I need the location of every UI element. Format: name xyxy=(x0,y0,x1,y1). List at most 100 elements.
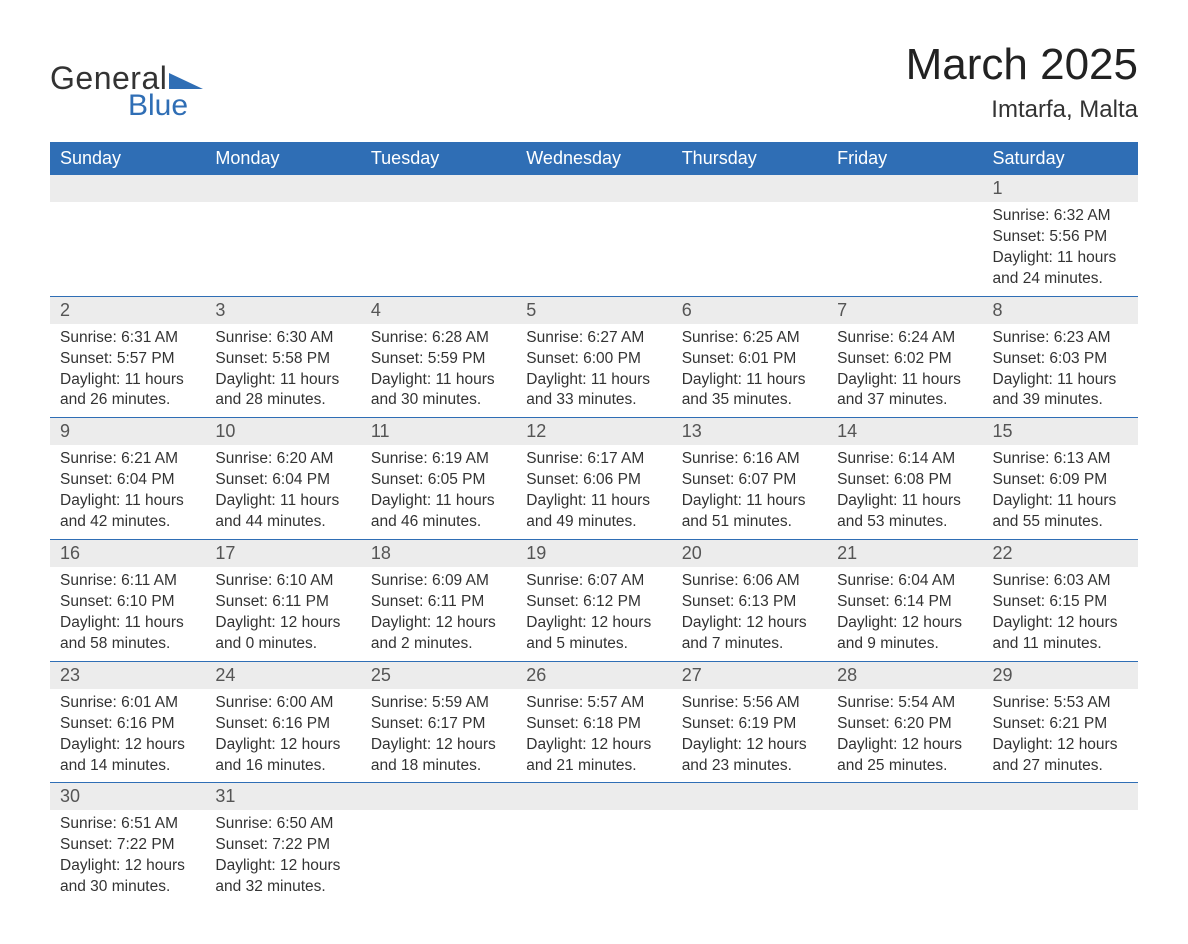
day-number xyxy=(50,175,205,202)
day-line-d1: Daylight: 11 hours xyxy=(60,613,195,634)
day-line-sr: Sunrise: 6:32 AM xyxy=(993,206,1128,227)
day-line-ss: Sunset: 6:11 PM xyxy=(371,592,506,613)
calendar-cell: 30Sunrise: 6:51 AMSunset: 7:22 PMDayligh… xyxy=(50,783,205,904)
day-line-d2: and 26 minutes. xyxy=(60,390,195,411)
day-line-d2: and 30 minutes. xyxy=(60,877,195,898)
calendar-cell xyxy=(361,783,516,904)
day-line-ss: Sunset: 5:57 PM xyxy=(60,349,195,370)
day-line-d2: and 39 minutes. xyxy=(993,390,1128,411)
day-line-d1: Daylight: 11 hours xyxy=(682,370,817,391)
day-number: 31 xyxy=(205,783,360,810)
day-line-d1: Daylight: 12 hours xyxy=(993,613,1128,634)
day-details: Sunrise: 6:27 AMSunset: 6:00 PMDaylight:… xyxy=(516,324,671,418)
day-line-d2: and 2 minutes. xyxy=(371,634,506,655)
calendar-cell: 17Sunrise: 6:10 AMSunset: 6:11 PMDayligh… xyxy=(205,540,360,662)
day-line-d1: Daylight: 12 hours xyxy=(682,613,817,634)
day-line-d1: Daylight: 11 hours xyxy=(993,248,1128,269)
calendar-cell: 20 Sunrise: 6:06 AMSunset: 6:13 PMDayligh… xyxy=(672,540,827,662)
day-number: 9 xyxy=(50,418,205,445)
day-line-ss: Sunset: 6:16 PM xyxy=(215,714,350,735)
day-line-ss: Sunset: 6:12 PM xyxy=(526,592,661,613)
day-details: Sunrise: 6:32 AMSunset: 5:56 PMDaylight:… xyxy=(983,202,1138,296)
weekday-header: Sunday xyxy=(50,142,205,175)
day-line-ss: Sunset: 6:06 PM xyxy=(526,470,661,491)
day-line-sr: Sunrise: 5:57 AM xyxy=(526,693,661,714)
day-details: Sunrise: 6:24 AMSunset: 6:02 PMDaylight:… xyxy=(827,324,982,418)
day-line-sr: Sunrise: 6:51 AM xyxy=(60,814,195,835)
calendar-cell: 6Sunrise: 6:25 AMSunset: 6:01 PMDaylight… xyxy=(672,296,827,418)
logo: General Blue xyxy=(50,60,203,123)
calendar-cell xyxy=(205,175,360,296)
calendar-week: 9Sunrise: 6:21 AMSunset: 6:04 PMDaylight… xyxy=(50,418,1138,540)
calendar-cell xyxy=(516,783,671,904)
day-line-d1: Daylight: 12 hours xyxy=(837,735,972,756)
calendar-cell xyxy=(827,783,982,904)
day-number: 7 xyxy=(827,297,982,324)
day-line-d2: and 55 minutes. xyxy=(993,512,1128,533)
day-number xyxy=(827,783,982,810)
day-line-ss: Sunset: 7:22 PM xyxy=(215,835,350,856)
day-details xyxy=(516,810,671,886)
calendar-table: SundayMondayTuesdayWednesdayThursdayFrid… xyxy=(50,142,1138,904)
calendar-cell: 21Sunrise: 6:04 AMSunset: 6:14 PMDayligh… xyxy=(827,540,982,662)
calendar-cell: 14Sunrise: 6:14 AMSunset: 6:08 PMDayligh… xyxy=(827,418,982,540)
day-line-ss: Sunset: 6:03 PM xyxy=(993,349,1128,370)
calendar-cell: 24Sunrise: 6:00 AMSunset: 6:16 PMDayligh… xyxy=(205,661,360,783)
day-line-d1: Daylight: 12 hours xyxy=(60,856,195,877)
day-number: 28 xyxy=(827,662,982,689)
day-details: Sunrise: 6:09 AMSunset: 6:11 PMDaylight:… xyxy=(361,567,516,661)
title-block: March 2025 Imtarfa, Malta xyxy=(906,40,1138,124)
day-number: 20 xyxy=(672,540,827,567)
day-line-d1: Daylight: 12 hours xyxy=(215,856,350,877)
day-line-ss: Sunset: 6:13 PM xyxy=(682,592,817,613)
calendar-week: 2Sunrise: 6:31 AMSunset: 5:57 PMDaylight… xyxy=(50,296,1138,418)
day-line-d2: and 21 minutes. xyxy=(526,756,661,777)
day-number: 4 xyxy=(361,297,516,324)
day-number: 26 xyxy=(516,662,671,689)
calendar-cell: 19Sunrise: 6:07 AMSunset: 6:12 PMDayligh… xyxy=(516,540,671,662)
day-details: Sunrise: 6:17 AMSunset: 6:06 PMDaylight:… xyxy=(516,445,671,539)
day-line-d1: Daylight: 11 hours xyxy=(993,370,1128,391)
day-line-d2: and 32 minutes. xyxy=(215,877,350,898)
calendar-week: 30Sunrise: 6:51 AMSunset: 7:22 PMDayligh… xyxy=(50,783,1138,904)
day-line-d1: Daylight: 12 hours xyxy=(371,735,506,756)
day-number: 8 xyxy=(983,297,1138,324)
calendar-cell xyxy=(361,175,516,296)
calendar-cell: 28Sunrise: 5:54 AMSunset: 6:20 PMDayligh… xyxy=(827,661,982,783)
day-line-d2: and 35 minutes. xyxy=(682,390,817,411)
day-details: Sunrise: 6:19 AMSunset: 6:05 PMDaylight:… xyxy=(361,445,516,539)
day-line-ss: Sunset: 6:08 PM xyxy=(837,470,972,491)
day-number: 5 xyxy=(516,297,671,324)
calendar-cell: 31Sunrise: 6:50 AMSunset: 7:22 PMDayligh… xyxy=(205,783,360,904)
day-line-ss: Sunset: 6:07 PM xyxy=(682,470,817,491)
day-line-sr: Sunrise: 5:59 AM xyxy=(371,693,506,714)
day-line-d1: Daylight: 12 hours xyxy=(215,613,350,634)
calendar-cell xyxy=(672,175,827,296)
day-details: Sunrise: 5:54 AMSunset: 6:20 PMDaylight:… xyxy=(827,689,982,783)
day-line-sr: Sunrise: 6:14 AM xyxy=(837,449,972,470)
day-details: Sunrise: 6:25 AMSunset: 6:01 PMDaylight:… xyxy=(672,324,827,418)
day-number xyxy=(205,175,360,202)
day-number: 3 xyxy=(205,297,360,324)
day-number: 21 xyxy=(827,540,982,567)
day-line-sr: Sunrise: 6:00 AM xyxy=(215,693,350,714)
day-details xyxy=(205,202,360,278)
day-line-sr: Sunrise: 6:10 AM xyxy=(215,571,350,592)
calendar-cell xyxy=(672,783,827,904)
logo-text-blue: Blue xyxy=(128,89,188,123)
day-line-d2: and 30 minutes. xyxy=(371,390,506,411)
day-details xyxy=(672,810,827,886)
calendar-cell: 22Sunrise: 6:03 AMSunset: 6:15 PMDayligh… xyxy=(983,540,1138,662)
day-line-ss: Sunset: 6:01 PM xyxy=(682,349,817,370)
day-line-d2: and 25 minutes. xyxy=(837,756,972,777)
day-number: 1 xyxy=(983,175,1138,202)
day-number xyxy=(516,175,671,202)
day-details: Sunrise: 6:11 AMSunset: 6:10 PMDaylight:… xyxy=(50,567,205,661)
day-line-sr: Sunrise: 5:53 AM xyxy=(993,693,1128,714)
calendar-cell: 13Sunrise: 6:16 AMSunset: 6:07 PMDayligh… xyxy=(672,418,827,540)
day-line-ss: Sunset: 6:14 PM xyxy=(837,592,972,613)
day-line-d1: Daylight: 11 hours xyxy=(60,370,195,391)
day-line-sr: Sunrise: 6:06 AM xyxy=(682,571,817,592)
day-number: 29 xyxy=(983,662,1138,689)
day-line-d2: and 0 minutes. xyxy=(215,634,350,655)
